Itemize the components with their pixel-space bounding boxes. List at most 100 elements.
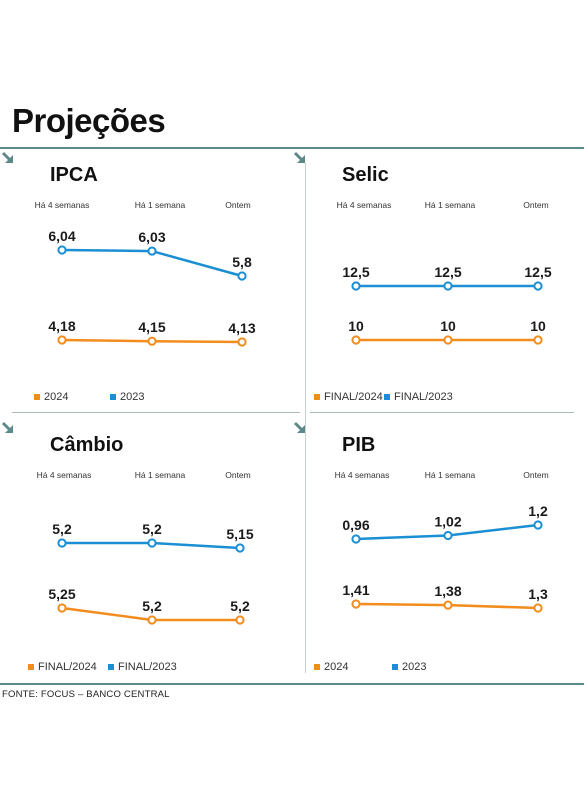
legend-item: 2023 — [392, 661, 426, 673]
chart-title: PIB — [342, 434, 376, 456]
data-point — [147, 246, 157, 256]
legend-label: FINAL/2023 — [394, 391, 453, 403]
category-label: Há 4 semanas — [35, 200, 90, 210]
chart-plot: Há 4 semanas Há 1 semana Ontem 6,04 6,03 5,8 4… — [35, 200, 256, 347]
data-point — [351, 534, 361, 544]
legend-label: FINAL/2024 — [324, 391, 383, 403]
data-label: 1,2 — [528, 503, 548, 519]
chart-title: Câmbio — [50, 434, 124, 456]
page-title: Projeções — [12, 102, 166, 139]
arrow-down-right-icon — [293, 421, 305, 433]
data-label: 5,2 — [230, 598, 250, 614]
legend-swatch — [110, 394, 116, 400]
chart-panel-ipca: IPCA Há 4 semanas Há 1 semana Ontem 6,04 6,03… — [0, 150, 292, 420]
source-note: FONTE: FOCUS – BANCO CENTRAL — [2, 689, 170, 700]
data-point — [235, 615, 245, 625]
data-label: 5,2 — [142, 521, 162, 537]
legend-swatch — [34, 394, 40, 400]
chart-title: IPCA — [50, 164, 98, 186]
data-point — [147, 336, 157, 346]
data-label: 10 — [348, 318, 364, 334]
legend-item: FINAL/2023 — [108, 661, 177, 673]
data-point — [57, 538, 67, 548]
data-label: 4,15 — [138, 319, 165, 335]
data-point — [351, 335, 361, 345]
chart-plot: Há 4 semanas Há 1 semana Ontem 12,5 12,5 12,5… — [337, 200, 552, 345]
data-point — [533, 335, 543, 345]
data-label: 1,38 — [434, 583, 461, 599]
data-label: 10 — [440, 318, 456, 334]
data-label: 12,5 — [524, 264, 551, 280]
data-point — [147, 538, 157, 548]
category-label: Ontem — [225, 470, 251, 480]
data-label: 5,8 — [232, 254, 252, 270]
data-label: 6,04 — [48, 228, 75, 244]
chart-plot: Há 4 semanas Há 1 semana Ontem 5,2 5,2 5,15 5,… — [37, 470, 254, 625]
legend-item: FINAL/2023 — [384, 391, 453, 403]
category-label: Há 4 semanas — [335, 470, 390, 480]
data-label: 5,2 — [52, 521, 72, 537]
middle-divider-right — [310, 412, 574, 413]
legend-item: 2024 — [34, 391, 68, 403]
data-point — [443, 335, 453, 345]
data-label: 5,15 — [226, 526, 253, 542]
legend-label: FINAL/2023 — [118, 661, 177, 673]
chart-panel-pib: PIB Há 4 semanas Há 1 semana Ontem 0,96 1,02 1… — [292, 420, 584, 690]
data-label: 5,25 — [48, 586, 75, 602]
data-point — [57, 603, 67, 613]
vertical-divider — [305, 163, 306, 673]
chart-plot: Há 4 semanas Há 1 semana Ontem 0,96 1,02 1,2 1… — [335, 470, 549, 613]
data-label: 1,02 — [434, 514, 461, 530]
category-label: Há 1 semana — [135, 200, 186, 210]
legend-label: FINAL/2024 — [38, 661, 97, 673]
data-label: 4,13 — [228, 320, 255, 336]
category-label: Há 1 semana — [135, 470, 186, 480]
legend-label: 2024 — [44, 391, 69, 403]
data-label: 0,96 — [342, 517, 369, 533]
data-label: 1,41 — [342, 582, 369, 598]
chart-panel-cambio: Câmbio Há 4 semanas Há 1 semana Ontem 5,2 5,2… — [0, 420, 292, 690]
data-point — [443, 600, 453, 610]
data-point — [533, 603, 543, 613]
arrow-down-right-icon — [1, 151, 13, 163]
category-label: Ontem — [225, 200, 251, 210]
legend-item: FINAL/2024 — [28, 661, 97, 673]
category-label: Há 4 semanas — [337, 200, 392, 210]
legend-label: 2023 — [120, 391, 145, 403]
legend-item: 2024 — [314, 661, 348, 673]
category-label: Há 4 semanas — [37, 470, 92, 480]
data-point — [533, 520, 543, 530]
legend-swatch — [108, 664, 114, 670]
top-divider — [0, 147, 584, 149]
data-label: 10 — [530, 318, 546, 334]
data-point — [57, 335, 67, 345]
bottom-divider — [0, 683, 584, 685]
data-point — [443, 281, 453, 291]
data-point — [351, 281, 361, 291]
data-point — [237, 337, 247, 347]
legend-item: FINAL/2024 — [314, 391, 383, 403]
legend-label: 2024 — [324, 661, 349, 673]
middle-divider-left — [12, 412, 300, 413]
legend-item: 2023 — [110, 391, 144, 403]
category-label: Ontem — [523, 200, 549, 210]
legend-swatch — [384, 394, 390, 400]
data-point — [351, 599, 361, 609]
chart-title: Selic — [342, 164, 389, 186]
data-point — [237, 271, 247, 281]
category-label: Ontem — [523, 470, 549, 480]
data-point — [147, 615, 157, 625]
legend-swatch — [314, 664, 320, 670]
data-point — [533, 281, 543, 291]
data-point — [57, 245, 67, 255]
data-label: 1,3 — [528, 586, 548, 602]
data-label: 5,2 — [142, 598, 162, 614]
data-point — [443, 530, 453, 541]
legend-swatch — [314, 394, 320, 400]
data-point — [235, 543, 245, 553]
category-label: Há 1 semana — [425, 200, 476, 210]
category-label: Há 1 semana — [425, 470, 476, 480]
data-label: 12,5 — [342, 264, 369, 280]
data-label: 6,03 — [138, 229, 165, 245]
legend-swatch — [28, 664, 34, 670]
